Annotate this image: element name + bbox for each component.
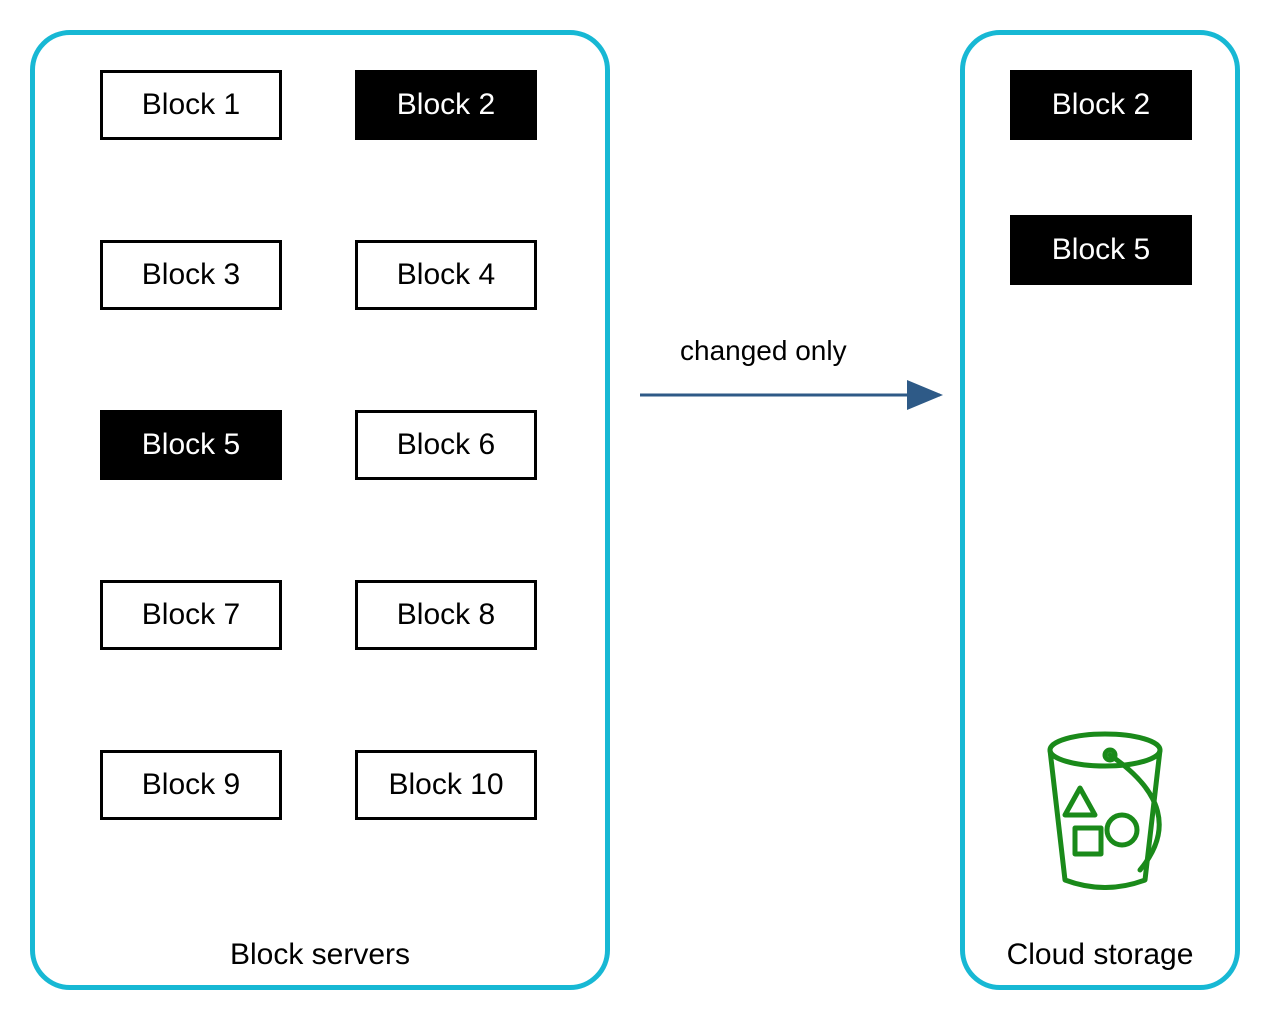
block-label: Block 7	[142, 598, 240, 632]
block-label: Block 6	[397, 428, 495, 462]
block-label: Block 2	[1052, 88, 1150, 122]
block-server-block: Block 8	[355, 580, 537, 650]
block-label: Block 5	[1052, 233, 1150, 267]
cloud-storage-block: Block 2	[1010, 70, 1192, 140]
block-label: Block 3	[142, 258, 240, 292]
block-label: Block 1	[142, 88, 240, 122]
block-server-block: Block 9	[100, 750, 282, 820]
block-server-block: Block 3	[100, 240, 282, 310]
block-server-block: Block 4	[355, 240, 537, 310]
block-label: Block 9	[142, 768, 240, 802]
bucket-icon	[1040, 720, 1170, 890]
arrow-label: changed only	[680, 335, 847, 367]
block-label: Block 5	[142, 428, 240, 462]
block-servers-container	[30, 30, 610, 990]
block-server-block: Block 6	[355, 410, 537, 480]
block-server-block: Block 7	[100, 580, 282, 650]
block-server-block: Block 2	[355, 70, 537, 140]
block-label: Block 4	[397, 258, 495, 292]
block-servers-caption: Block servers	[30, 938, 610, 972]
block-label: Block 10	[388, 768, 503, 802]
block-server-block: Block 10	[355, 750, 537, 820]
cloud-storage-caption: Cloud storage	[960, 938, 1240, 972]
block-label: Block 2	[397, 88, 495, 122]
block-server-block: Block 5	[100, 410, 282, 480]
block-server-block: Block 1	[100, 70, 282, 140]
block-label: Block 8	[397, 598, 495, 632]
cloud-storage-block: Block 5	[1010, 215, 1192, 285]
